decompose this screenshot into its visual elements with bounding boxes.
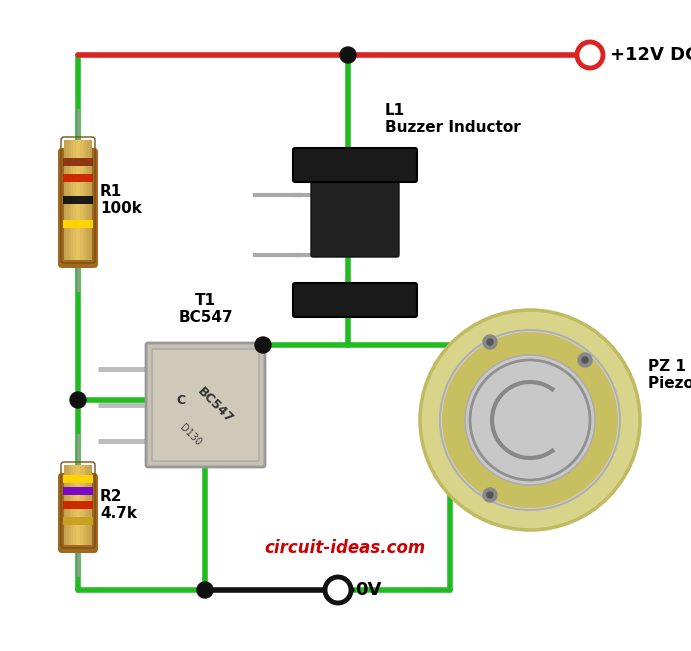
Bar <box>73 465 76 545</box>
Bar <box>90 140 93 260</box>
Bar <box>76 140 79 260</box>
Circle shape <box>577 42 603 68</box>
Text: R2
4.7k: R2 4.7k <box>100 489 137 521</box>
Bar <box>63 196 93 204</box>
Bar <box>64 465 67 545</box>
Circle shape <box>440 330 620 510</box>
Bar <box>63 158 93 165</box>
Bar <box>87 140 90 260</box>
Circle shape <box>420 310 640 530</box>
Circle shape <box>197 582 213 598</box>
Bar <box>64 140 67 260</box>
Text: R1
100k: R1 100k <box>100 184 142 216</box>
FancyBboxPatch shape <box>293 148 417 182</box>
Bar <box>71 465 74 545</box>
Bar <box>63 517 93 525</box>
Bar <box>63 220 93 228</box>
Bar <box>63 475 93 484</box>
Bar <box>73 140 76 260</box>
Bar <box>66 140 69 260</box>
Circle shape <box>255 337 271 353</box>
Bar <box>63 174 93 182</box>
Bar <box>68 465 71 545</box>
FancyBboxPatch shape <box>293 283 417 317</box>
Bar <box>66 465 69 545</box>
Bar <box>76 465 79 545</box>
Circle shape <box>325 577 351 603</box>
Circle shape <box>340 47 356 63</box>
Circle shape <box>487 492 493 498</box>
FancyBboxPatch shape <box>146 343 265 467</box>
Circle shape <box>582 357 588 363</box>
Bar <box>87 465 90 545</box>
FancyBboxPatch shape <box>58 473 98 553</box>
Bar <box>80 465 83 545</box>
Text: PZ 1
Piezo 3 Pin: PZ 1 Piezo 3 Pin <box>648 359 691 391</box>
Bar <box>68 140 71 260</box>
Bar <box>80 140 83 260</box>
Circle shape <box>483 488 497 502</box>
FancyBboxPatch shape <box>58 148 98 268</box>
Circle shape <box>487 339 493 345</box>
Text: T1
BC547: T1 BC547 <box>178 292 233 325</box>
Bar <box>83 465 86 545</box>
Bar <box>85 140 88 260</box>
Bar <box>83 140 86 260</box>
Text: 0V: 0V <box>355 581 381 599</box>
Bar <box>63 501 93 509</box>
Circle shape <box>483 335 497 349</box>
Text: circuit-ideas.com: circuit-ideas.com <box>265 539 426 557</box>
Bar <box>90 465 93 545</box>
Text: C: C <box>176 393 185 406</box>
Text: BC547: BC547 <box>195 385 236 426</box>
Text: L1
Buzzer Inductor: L1 Buzzer Inductor <box>385 103 521 135</box>
Circle shape <box>70 392 86 408</box>
Circle shape <box>442 332 618 508</box>
Bar <box>78 465 81 545</box>
Circle shape <box>465 355 595 485</box>
Circle shape <box>578 353 592 367</box>
Text: D130: D130 <box>178 422 203 448</box>
Bar <box>63 486 93 495</box>
FancyBboxPatch shape <box>152 349 259 461</box>
Bar <box>71 140 74 260</box>
Text: +12V DC: +12V DC <box>610 46 691 64</box>
Bar <box>78 140 81 260</box>
Bar <box>85 465 88 545</box>
FancyBboxPatch shape <box>311 178 399 257</box>
